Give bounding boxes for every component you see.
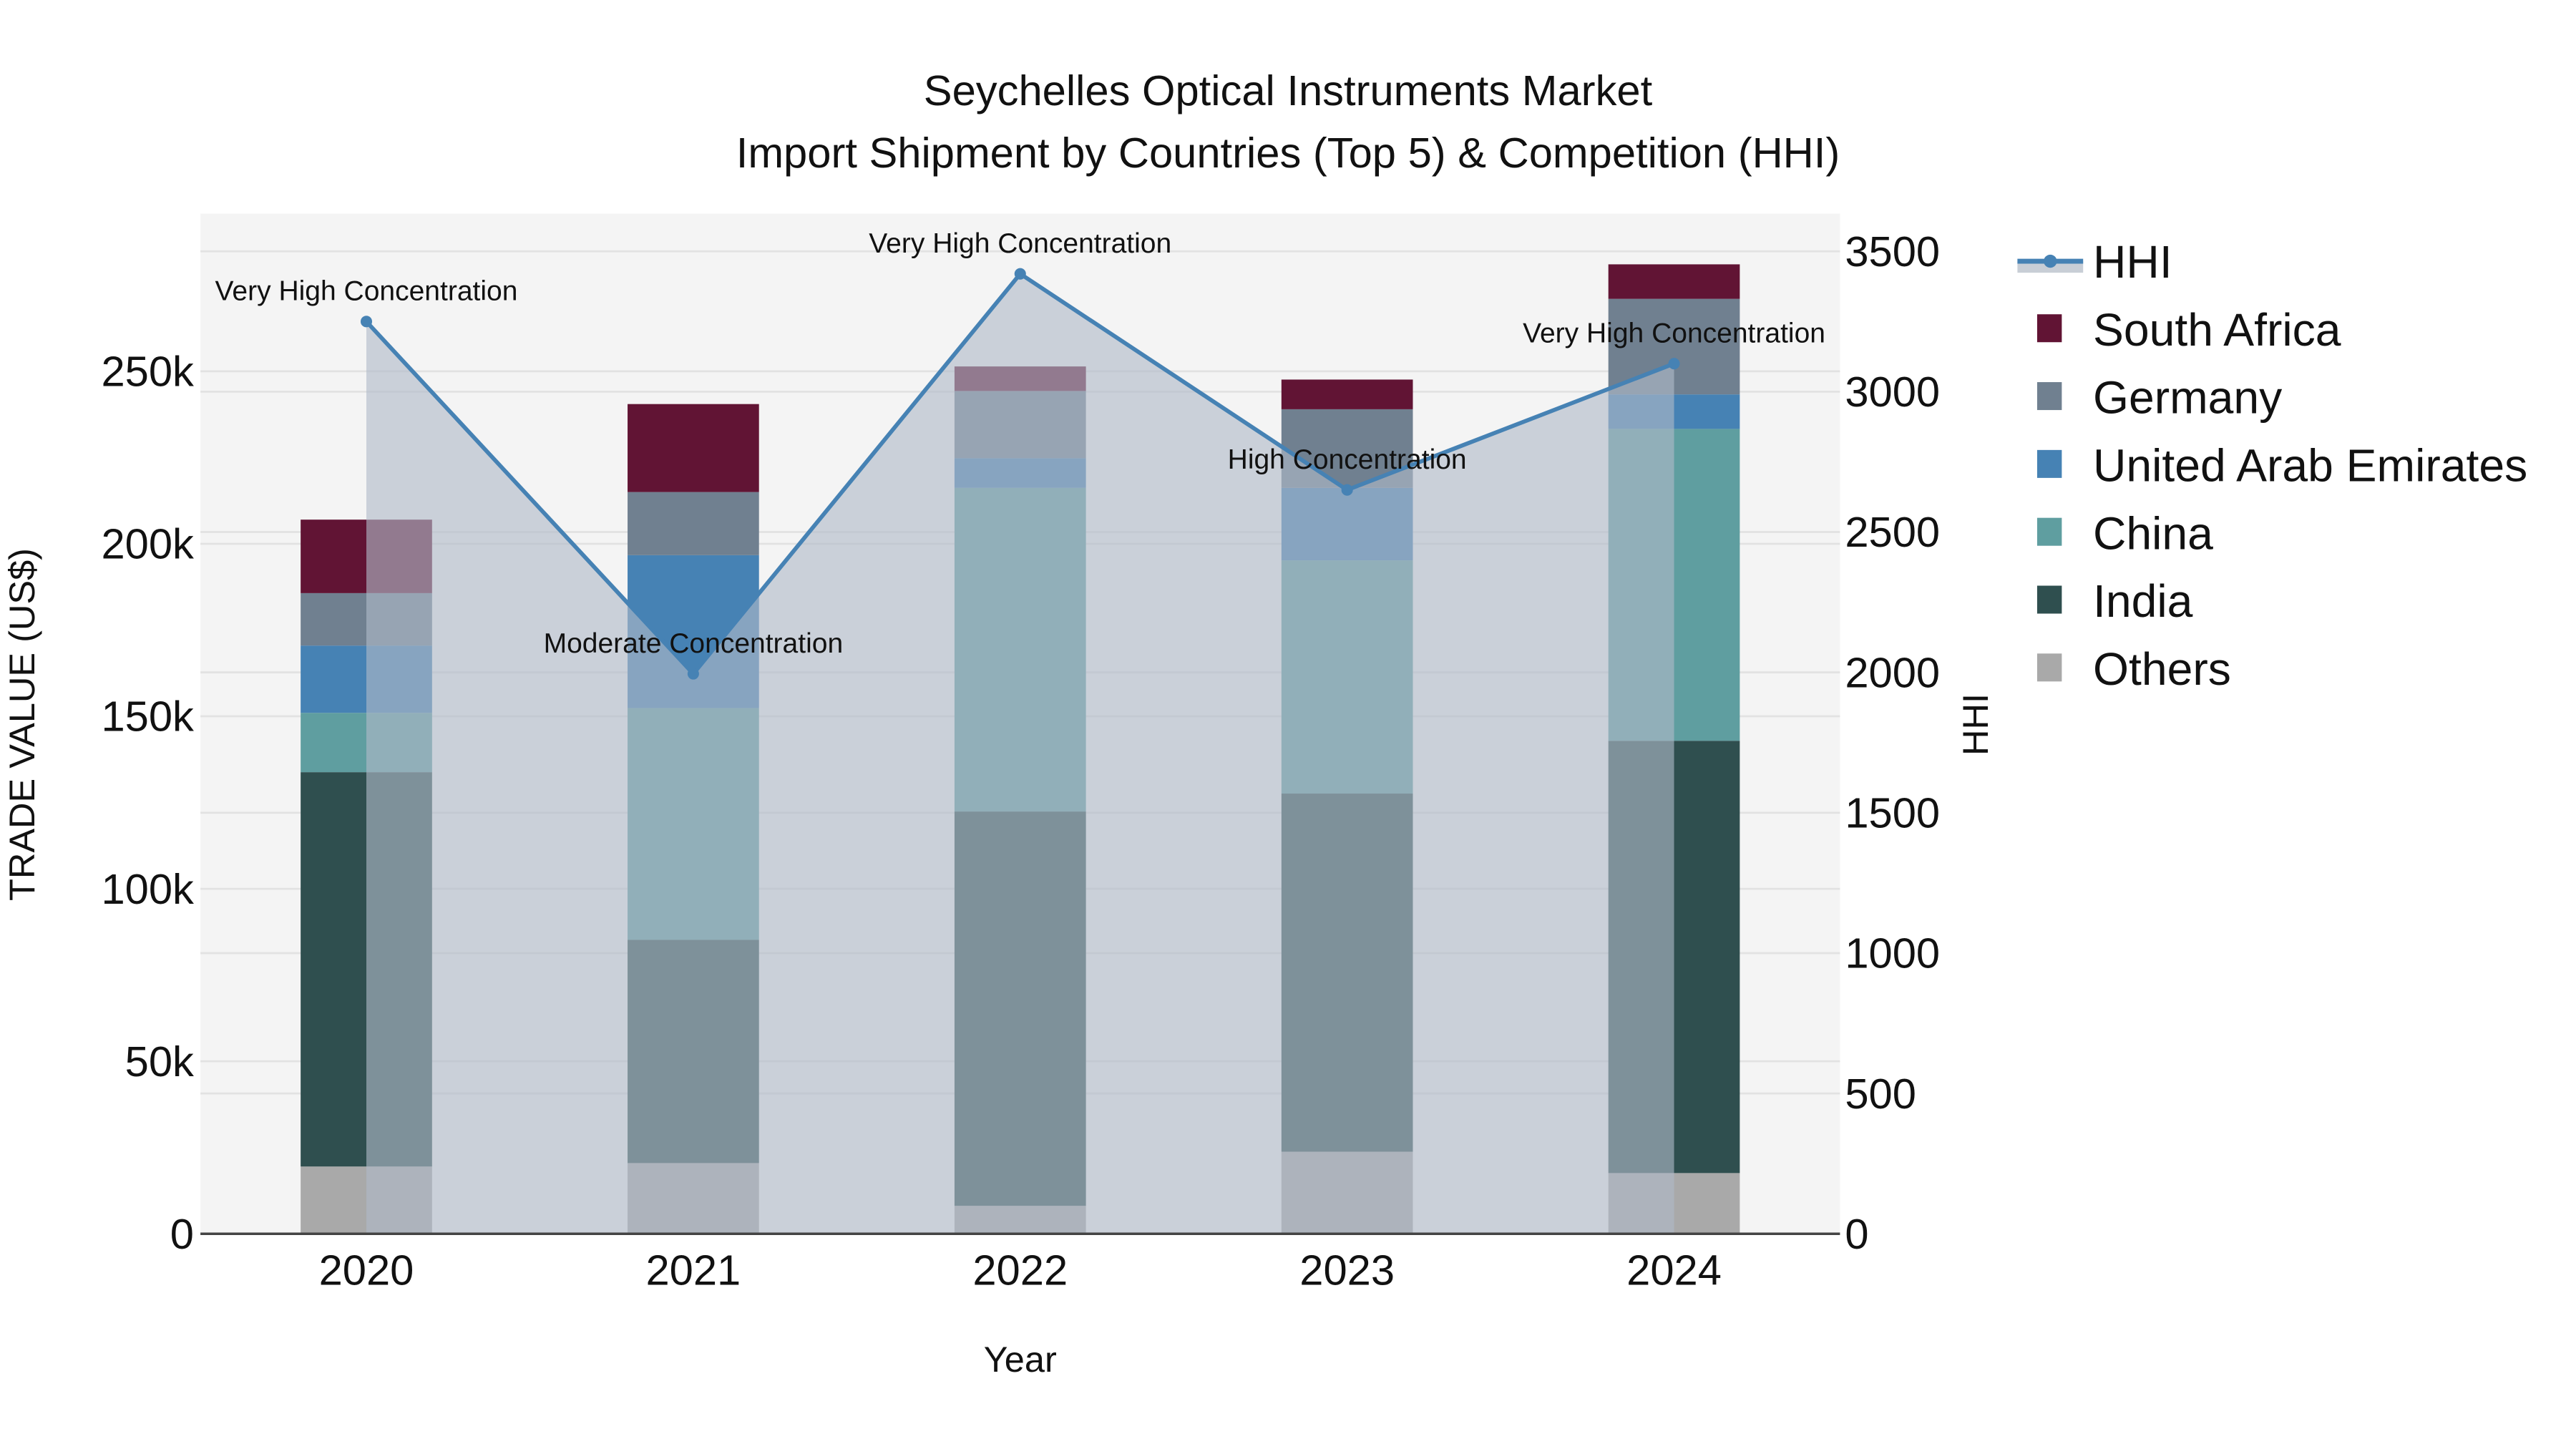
hhi-annotations: Very High Concentration Moderate Concentr…: [215, 228, 1825, 659]
hhi-marker[interactable]: [1668, 358, 1680, 370]
bar-segment-south-africa[interactable]: [1608, 264, 1740, 299]
x-axis-title: Year: [984, 1339, 1057, 1380]
hhi-annotation: High Concentration: [1228, 444, 1467, 475]
legend-swatch-icon: [2036, 314, 2062, 343]
y-right-ticks: 0 500 1000 1500 2000 2500 3000 3500: [1845, 228, 1940, 1258]
y-right-tick-label: 500: [1845, 1070, 1916, 1118]
legend-swatch-icon: [2036, 517, 2062, 546]
legend-swatch-icon: [2036, 449, 2062, 478]
legend-item-india[interactable]: India: [2036, 575, 2193, 627]
y-left-tick-label: 50k: [125, 1038, 194, 1085]
y-left-tick-label: 150k: [101, 693, 194, 741]
hhi-marker[interactable]: [1341, 484, 1353, 496]
legend-swatch-icon: [2036, 585, 2062, 614]
y-right-tick-label: 3000: [1845, 368, 1940, 416]
hhi-annotation: Very High Concentration: [869, 228, 1171, 259]
legend-label: South Africa: [2093, 304, 2341, 356]
hhi-annotation: Moderate Concentration: [544, 628, 844, 659]
hhi-marker[interactable]: [360, 316, 373, 328]
chart-title-line1: Seychelles Optical Instruments Market: [924, 67, 1653, 114]
bar-segment-south-africa[interactable]: [628, 404, 759, 492]
legend-label: Germany: [2093, 372, 2282, 424]
hhi-annotation: Very High Concentration: [1523, 318, 1825, 348]
x-tick-label: 2023: [1299, 1246, 1395, 1294]
hhi-marker[interactable]: [1014, 268, 1026, 280]
legend-item-hhi[interactable]: HHI: [2017, 236, 2172, 288]
y-right-tick-label: 0: [1845, 1210, 1868, 1258]
legend-item-china[interactable]: China: [2036, 507, 2213, 559]
legend-label: HHI: [2093, 236, 2172, 288]
y-right-tick-label: 1500: [1845, 789, 1940, 836]
hhi-marker[interactable]: [687, 668, 699, 680]
legend-marker-icon: [2044, 254, 2057, 268]
legend: HHI South Africa Germany United Arab Emirat…: [2017, 236, 2527, 695]
legend-item-united-arab-emirates[interactable]: United Arab Emirates: [2036, 439, 2527, 491]
bar-segment-south-africa[interactable]: [1281, 379, 1413, 409]
y-left-tick-label: 200k: [101, 520, 194, 568]
legend-swatch-icon: [2036, 382, 2062, 411]
legend-label: India: [2093, 575, 2193, 627]
legend-label: China: [2093, 507, 2213, 559]
x-tick-label: 2024: [1626, 1246, 1722, 1294]
y-right-tick-label: 2000: [1845, 648, 1940, 696]
hhi-line: [360, 268, 1680, 1234]
legend-label: Others: [2093, 643, 2231, 695]
y-left-tick-label: 0: [170, 1210, 194, 1258]
legend-swatch-icon: [2036, 653, 2062, 682]
y-left-ticks: 0 50k 100k 150k 200k 250k: [101, 348, 194, 1258]
legend-item-germany[interactable]: Germany: [2036, 372, 2282, 424]
y-left-tick-label: 250k: [101, 348, 194, 396]
x-ticks: 2020 2021 2022 2023 2024: [319, 1246, 1722, 1294]
x-tick-label: 2022: [972, 1246, 1068, 1294]
y-right-axis-title: HHI: [1955, 693, 1996, 756]
y-right-tick-label: 1000: [1845, 930, 1940, 977]
y-right-tick-label: 2500: [1845, 508, 1940, 556]
bar-segment-germany[interactable]: [628, 492, 759, 555]
hhi-area: [366, 273, 1674, 1234]
x-tick-label: 2020: [319, 1246, 414, 1294]
y-left-axis-title: TRADE VALUE (US$): [1, 548, 42, 901]
chart-title-line2: Import Shipment by Countries (Top 5) & C…: [736, 129, 1840, 177]
y-right-tick-label: 3500: [1845, 228, 1940, 275]
legend-item-others[interactable]: Others: [2036, 643, 2231, 695]
hhi-annotation: Very High Concentration: [215, 275, 518, 306]
legend-label: United Arab Emirates: [2093, 439, 2527, 491]
x-tick-label: 2021: [645, 1246, 741, 1294]
legend-item-south-africa[interactable]: South Africa: [2036, 304, 2341, 356]
y-left-tick-label: 100k: [101, 865, 194, 913]
